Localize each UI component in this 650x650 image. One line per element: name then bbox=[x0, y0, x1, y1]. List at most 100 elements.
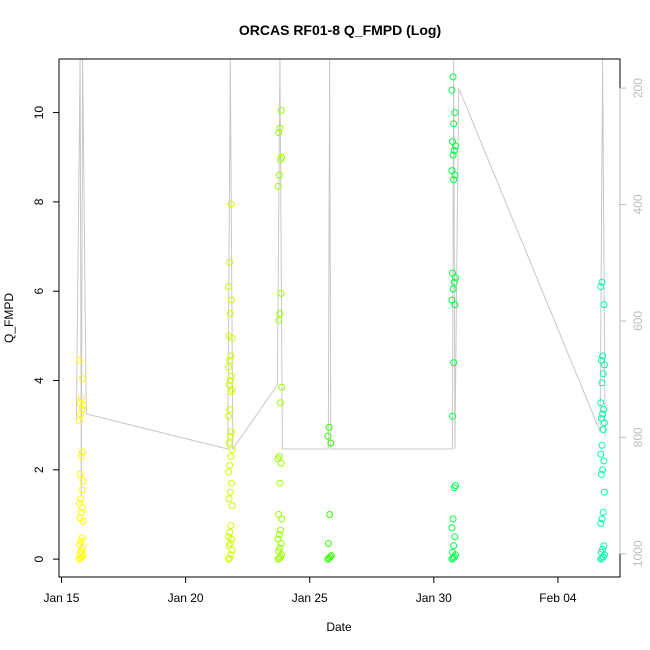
y-tick-label: 10 bbox=[32, 106, 46, 120]
data-point bbox=[599, 545, 607, 553]
data-point bbox=[449, 515, 457, 523]
data-point bbox=[275, 554, 283, 562]
data-point bbox=[599, 410, 607, 418]
data-point bbox=[275, 547, 283, 555]
data-point bbox=[599, 352, 607, 360]
data-point bbox=[277, 289, 285, 297]
data-point bbox=[597, 470, 605, 478]
data-point bbox=[450, 278, 458, 286]
data-point bbox=[228, 479, 235, 487]
data-point bbox=[599, 466, 607, 474]
data-point bbox=[597, 399, 605, 407]
data-point bbox=[278, 515, 286, 523]
data-point bbox=[228, 502, 236, 510]
data-point bbox=[450, 359, 458, 367]
data-point bbox=[79, 477, 87, 485]
data-point bbox=[225, 468, 232, 476]
data-point bbox=[599, 508, 607, 516]
data-point bbox=[598, 441, 606, 449]
data-point bbox=[275, 452, 283, 460]
y-tick-label: 0 bbox=[32, 555, 46, 562]
data-point bbox=[225, 533, 232, 541]
data-point bbox=[599, 370, 607, 378]
data-point bbox=[225, 283, 232, 291]
data-point bbox=[276, 544, 284, 552]
data-point bbox=[451, 109, 459, 117]
data-point bbox=[225, 495, 233, 503]
data-point bbox=[449, 73, 457, 81]
data-point bbox=[227, 200, 235, 208]
data-point bbox=[76, 470, 84, 478]
data-point bbox=[448, 167, 456, 175]
data-point bbox=[226, 540, 234, 547]
data-point bbox=[452, 482, 459, 489]
data-point bbox=[449, 269, 456, 277]
data-point bbox=[448, 296, 456, 304]
data-point bbox=[228, 428, 235, 436]
data-point bbox=[327, 552, 335, 560]
data-point bbox=[226, 406, 234, 413]
data-point bbox=[228, 296, 235, 304]
y2-tick-label: 200 bbox=[631, 78, 645, 98]
data-point bbox=[275, 531, 283, 539]
data-point bbox=[225, 381, 233, 389]
data-point bbox=[597, 555, 605, 563]
data-point bbox=[597, 548, 605, 556]
data-point bbox=[325, 423, 333, 431]
data-point bbox=[450, 120, 458, 128]
data-point bbox=[277, 526, 284, 534]
data-point bbox=[76, 499, 83, 507]
data-point bbox=[76, 417, 83, 425]
data-point bbox=[597, 519, 605, 527]
data-point bbox=[449, 151, 457, 159]
y2-tick-label: 400 bbox=[631, 194, 645, 214]
x-axis-label: Date bbox=[326, 620, 352, 634]
data-point bbox=[598, 278, 606, 286]
data-point bbox=[326, 511, 334, 518]
data-point bbox=[77, 410, 85, 418]
data-point bbox=[597, 356, 605, 364]
y2-axis: 200 400 600 800 1000 bbox=[619, 78, 645, 567]
data-point bbox=[277, 106, 285, 114]
data-point bbox=[276, 310, 284, 317]
data-point bbox=[76, 399, 84, 407]
data-point bbox=[77, 394, 85, 402]
data-point bbox=[226, 488, 234, 496]
data-point bbox=[449, 548, 456, 556]
data-point bbox=[274, 555, 282, 563]
data-point bbox=[448, 555, 456, 563]
data-point bbox=[78, 486, 86, 494]
data-point bbox=[227, 352, 235, 360]
series-5 bbox=[597, 278, 608, 563]
data-point bbox=[79, 448, 86, 456]
data-point bbox=[77, 508, 85, 516]
data-point bbox=[597, 415, 605, 422]
data-point bbox=[278, 383, 286, 391]
data-point bbox=[226, 377, 234, 384]
data-point bbox=[597, 283, 605, 291]
data-point bbox=[600, 419, 608, 427]
chart-title: ORCAS RF01-8 Q_FMPD (Log) bbox=[239, 22, 441, 38]
data-point bbox=[450, 147, 458, 154]
data-point bbox=[225, 332, 233, 340]
data-point bbox=[77, 452, 85, 460]
data-point bbox=[77, 495, 85, 503]
x-tick-label: Jan 15 bbox=[43, 591, 79, 605]
data-point bbox=[79, 374, 86, 382]
x-tick-label: Feb 04 bbox=[539, 591, 577, 605]
data-point bbox=[597, 450, 605, 458]
data-point bbox=[275, 316, 283, 324]
secondary-line-layer bbox=[75, 58, 606, 496]
data-point bbox=[227, 452, 235, 460]
data-point bbox=[225, 363, 232, 371]
data-point bbox=[78, 534, 86, 542]
data-point bbox=[448, 524, 456, 532]
series-0 bbox=[76, 356, 87, 563]
data-point bbox=[600, 542, 608, 550]
data-point bbox=[324, 555, 332, 563]
points-layer bbox=[76, 73, 608, 563]
series-1 bbox=[225, 200, 236, 563]
data-point bbox=[449, 138, 456, 146]
data-point bbox=[277, 399, 284, 407]
